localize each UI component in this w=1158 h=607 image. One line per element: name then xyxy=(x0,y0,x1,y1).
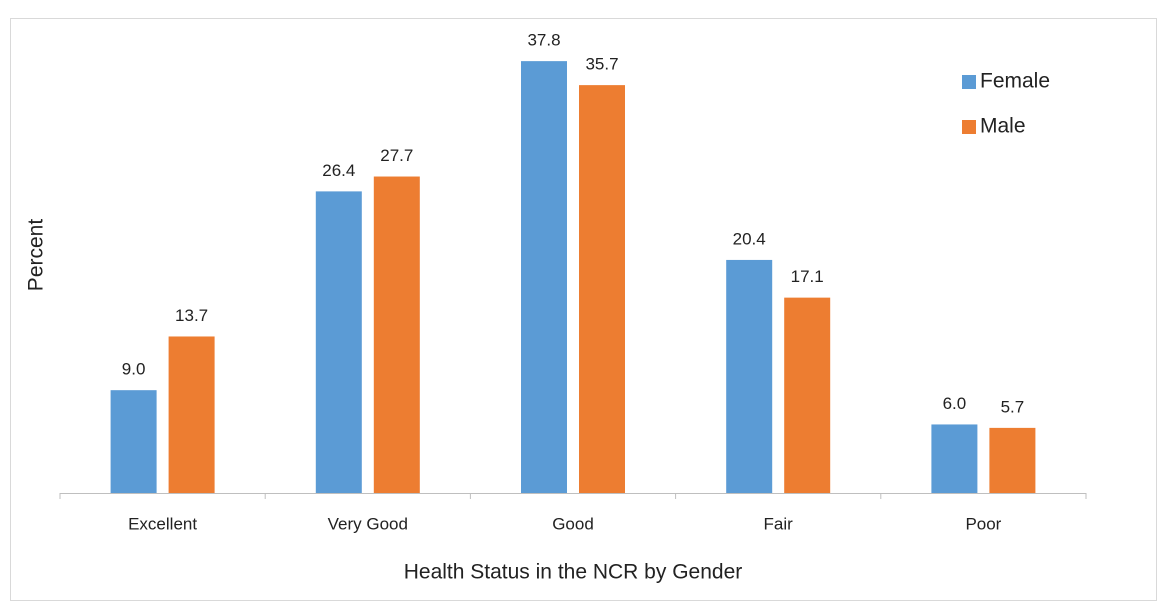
data-label: 6.0 xyxy=(943,394,967,413)
data-label: 17.1 xyxy=(791,267,824,286)
data-label: 5.7 xyxy=(1001,397,1025,416)
x-tick-label: Very Good xyxy=(328,514,408,533)
legend-label: Female xyxy=(980,70,1050,93)
bar xyxy=(579,85,625,493)
chart-border xyxy=(10,18,1157,601)
legend-swatch xyxy=(962,75,976,89)
bar xyxy=(373,176,420,493)
bar xyxy=(521,61,567,493)
bar xyxy=(726,259,773,493)
bar xyxy=(989,427,1036,493)
bar xyxy=(931,424,978,493)
data-label: 20.4 xyxy=(733,229,766,248)
legend-swatch xyxy=(962,120,976,134)
data-label: 27.7 xyxy=(380,146,413,165)
bar xyxy=(784,297,831,493)
y-axis-title: Percent xyxy=(25,219,48,292)
data-label: 9.0 xyxy=(122,360,146,379)
data-label: 35.7 xyxy=(585,55,618,74)
x-tick-label: Poor xyxy=(965,514,1001,533)
x-tick-label: Excellent xyxy=(128,514,197,533)
x-tick-label: Good xyxy=(552,514,594,533)
x-axis-title: Health Status in the NCR by Gender xyxy=(404,561,743,584)
bar xyxy=(110,390,157,493)
data-label: 37.8 xyxy=(527,31,560,50)
data-label: 13.7 xyxy=(175,306,208,325)
legend-label: Male xyxy=(980,115,1026,138)
bar xyxy=(315,191,362,493)
bar xyxy=(168,336,215,493)
x-tick-label: Fair xyxy=(764,514,794,533)
data-label: 26.4 xyxy=(322,161,355,180)
